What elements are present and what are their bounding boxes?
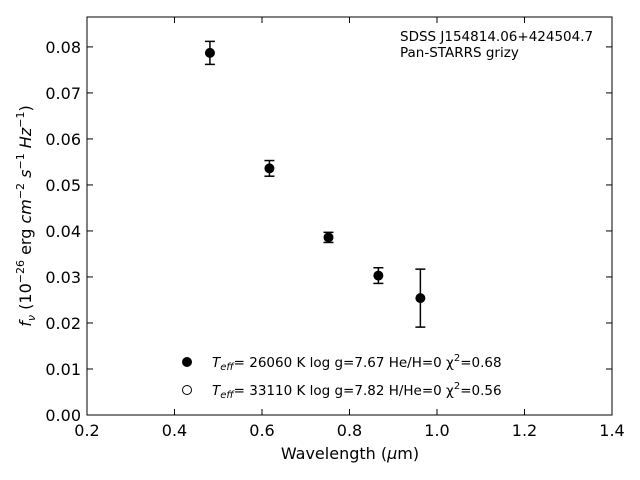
y-tick-label: 0.01: [45, 360, 81, 379]
y-tick-label: 0.06: [45, 130, 81, 149]
data-point: [264, 163, 275, 174]
y-tick-label: 0.04: [45, 222, 81, 241]
ticks-layer: 0.2 0.4 0.6 0.8 1.0 1.2 1.4 0.00 0.01 0.02 0.03 0.0…: [45, 17, 625, 440]
x-axis-title: Wavelength (μm): [281, 444, 419, 463]
x-tick-label: 1.0: [424, 421, 449, 440]
legend-marker: [182, 385, 192, 395]
data-point: [373, 270, 384, 281]
legend: Teff= 26060 K log g=7.67 He/H=0 χ2=0.68 T…: [182, 353, 502, 401]
annotation-survey: Pan-STARRS grizy: [400, 45, 519, 61]
x-tick-label: 0.6: [249, 421, 274, 440]
legend-label: Teff= 26060 K log g=7.67 He/H=0 χ2=0.68: [212, 353, 502, 373]
plot-background: [87, 17, 612, 415]
x-tick-label: 0.8: [337, 421, 362, 440]
x-tick-label: 0.2: [74, 421, 99, 440]
legend-label: Teff= 33110 K log g=7.82 H/He=0 χ2=0.56: [212, 381, 502, 401]
data-point: [323, 232, 334, 243]
y-tick-label: 0.00: [45, 406, 81, 425]
y-tick-label: 0.03: [45, 268, 81, 287]
legend-marker: [182, 357, 192, 367]
data-point: [415, 293, 426, 304]
plot-frame: [86, 16, 613, 416]
data-point: [204, 47, 215, 58]
x-tick-label: 1.4: [599, 421, 624, 440]
y-tick-label: 0.07: [45, 84, 81, 103]
y-axis-title: fν (10−26 erg cm−2 s−1 Hz−1): [14, 105, 38, 326]
y-tick-label: 0.08: [45, 38, 81, 57]
y-tick-label: 0.02: [45, 314, 81, 333]
annotation-object-name: SDSS J154814.06+424504.7: [400, 29, 593, 45]
x-tick-label: 0.4: [162, 421, 187, 440]
x-tick-label: 1.2: [512, 421, 537, 440]
data-layer: [204, 40, 426, 328]
y-tick-label: 0.05: [45, 176, 81, 195]
